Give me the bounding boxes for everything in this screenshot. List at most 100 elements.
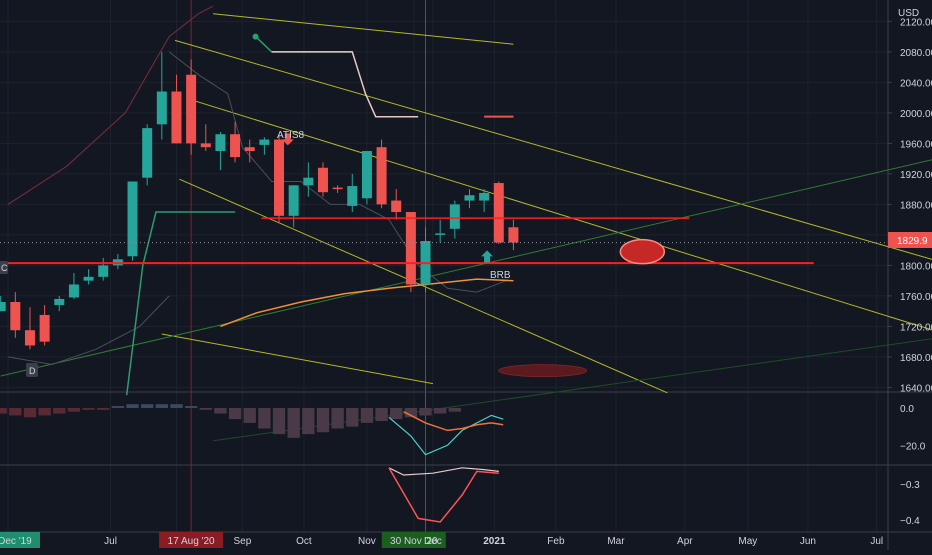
osc-bar — [184, 406, 198, 408]
atis-label: ATIS8 — [277, 130, 304, 141]
time-tick-label: Jul — [870, 536, 883, 547]
candle-body — [332, 187, 343, 190]
bollinger-upper — [7, 5, 214, 205]
price-tick-label: 2120.00 — [900, 17, 932, 28]
osc2-tick-label: −0.4 — [900, 516, 920, 527]
time-tick-label: 23 Dec '19 — [0, 536, 32, 547]
candle-body — [288, 185, 299, 216]
time-tick-label: Jun — [800, 536, 816, 547]
price-tick-label: 1880.00 — [900, 200, 932, 211]
candle-body — [244, 147, 255, 152]
candle-body — [435, 233, 446, 235]
osc-bar — [97, 407, 110, 410]
osc-bar — [287, 407, 300, 438]
osc1-tick-label: −20.0 — [900, 441, 926, 452]
marker-c-label: C — [1, 263, 8, 273]
channel-lines — [0, 13, 932, 442]
osc-bar — [302, 407, 315, 435]
osc-bar — [38, 407, 51, 416]
candle-body — [479, 192, 490, 201]
candle-body — [156, 91, 167, 125]
ma-green — [125, 211, 236, 396]
markers — [281, 133, 494, 263]
candle-body — [68, 284, 79, 298]
marker-d-box[interactable] — [26, 363, 38, 377]
osc2-red-line — [388, 467, 499, 523]
time-tick-label: 17 Aug '20 — [168, 536, 215, 547]
candle-body — [0, 302, 6, 312]
brb-label: BRB — [490, 270, 511, 281]
ellipse-faded — [498, 364, 588, 378]
price-tick-label: 1960.00 — [900, 139, 932, 150]
price-tick-label: 1800.00 — [900, 261, 932, 272]
candle-body — [10, 302, 21, 331]
time-tick-label: Feb — [547, 536, 565, 547]
price-tick-label: 1640.00 — [900, 383, 932, 394]
candle-body — [230, 134, 241, 158]
price-axis[interactable]: 2120.00 2080.00 2040.00 2000.00 1960.00 1920.… — [888, 17, 932, 394]
osc-bar — [111, 406, 125, 408]
osc-fast-line — [388, 414, 504, 456]
candle-body — [200, 143, 211, 148]
candle-body — [54, 298, 65, 306]
candle-body — [347, 186, 358, 206]
candle-body — [259, 139, 270, 145]
price-tick-label: 2040.00 — [900, 78, 932, 89]
time-label-box — [381, 532, 446, 548]
osc-bar — [258, 407, 271, 429]
price-tick-label: 1920.00 — [900, 170, 932, 181]
bollinger-lower — [7, 295, 170, 366]
osc1-tick-label: 0.0 — [900, 404, 914, 415]
candle-body — [83, 276, 94, 281]
time-tick-label: 30 Nov '20 — [390, 536, 438, 547]
horizontal-lines — [0, 115, 888, 265]
osc-bar — [434, 407, 447, 414]
trendline — [0, 159, 932, 377]
price-line — [168, 51, 507, 293]
osc-bar — [155, 404, 168, 408]
stop-line-dot — [252, 33, 259, 40]
candle-body — [39, 314, 50, 342]
last-price-value: 1829.9 — [897, 236, 928, 247]
osc-bar — [170, 404, 183, 408]
candle-body — [127, 181, 138, 257]
candle-body — [98, 265, 109, 277]
candle-body — [24, 330, 35, 346]
osc-bar — [23, 407, 37, 418]
ellipses — [498, 238, 666, 378]
time-tick-label: Jul — [104, 536, 117, 547]
channel-line — [213, 13, 514, 45]
channel-line — [179, 178, 668, 394]
osc-bar — [199, 407, 212, 410]
osc-bar — [375, 407, 388, 422]
osc-bar — [243, 407, 256, 423]
candle-body — [142, 128, 153, 178]
candle-body — [186, 74, 197, 144]
osc-bar — [0, 407, 7, 414]
osc-bar — [404, 407, 418, 418]
marker-c-box[interactable] — [0, 261, 8, 274]
osc2-tick-label: −0.3 — [900, 480, 920, 491]
candle-body — [376, 147, 387, 205]
osc-bar — [67, 407, 81, 412]
osc-bar — [331, 407, 344, 429]
candle-body — [449, 204, 460, 229]
price-tick-label: 2080.00 — [900, 48, 932, 59]
time-label-box — [0, 532, 40, 548]
osc-bar — [53, 407, 66, 414]
candle-body — [508, 227, 519, 243]
osc-bar — [9, 407, 22, 416]
osc-bar — [448, 407, 461, 412]
osc-bar — [126, 404, 139, 408]
time-tick-label: Sep — [234, 536, 252, 547]
candle-body — [317, 167, 328, 193]
ellipse-highlight — [619, 238, 666, 265]
time-label-box — [159, 532, 224, 548]
price-tick-label: 2000.00 — [900, 109, 932, 120]
last-price-tag — [888, 232, 932, 248]
